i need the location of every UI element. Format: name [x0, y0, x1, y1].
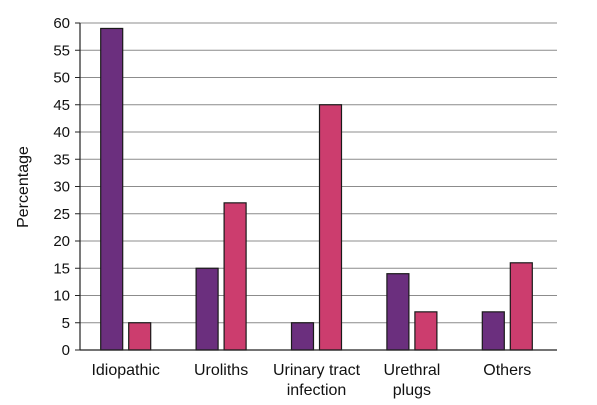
x-category-label: Uroliths [194, 362, 248, 379]
bar-series-2-0 [128, 322, 152, 351]
x-category-labels: Idiopathic Uroliths Urinary tract infection… [91, 362, 531, 399]
y-tick-label: 10 [53, 288, 70, 305]
x-category-label-line: Urinary tract [273, 362, 361, 379]
y-tick-label: 0 [62, 342, 70, 359]
y-tick-label: 40 [53, 124, 70, 141]
y-tick-label: 25 [53, 206, 70, 223]
x-category-label-line: infection [287, 382, 347, 399]
bar-series-1-0 [100, 27, 124, 351]
bar-series-2-4 [509, 262, 533, 351]
y-tick-label: 55 [53, 42, 70, 59]
x-category-label-line: Idiopathic [91, 362, 160, 379]
y-axis-title: Percentage [15, 146, 32, 228]
x-category-label: Idiopathic [91, 362, 160, 379]
bar-series-1-2 [290, 322, 315, 351]
y-tick-label: 20 [53, 233, 70, 250]
bar-series-2-3 [414, 311, 438, 351]
x-category-label: Urethral plugs [383, 362, 440, 399]
y-tick-label: 50 [53, 70, 70, 87]
x-category-label: Others [483, 362, 531, 379]
y-tick-label: 60 [53, 15, 70, 32]
x-category-label-line: Uroliths [194, 362, 248, 379]
x-category-label: Urinary tract infection [273, 362, 361, 399]
bars [100, 27, 533, 351]
x-category-label-line: plugs [393, 382, 431, 399]
y-tick-label: 30 [53, 179, 70, 196]
gridlines [80, 22, 557, 324]
bar-series-1-1 [195, 267, 219, 351]
bar-series-2-2 [318, 104, 343, 351]
bar-series-1-4 [481, 311, 505, 351]
x-category-label-line: Others [483, 362, 531, 379]
y-tick-label: 5 [62, 315, 70, 332]
bar-series-1-3 [386, 273, 410, 351]
y-tick-label: 45 [53, 97, 70, 114]
axes [75, 22, 557, 351]
y-tick-label: 35 [53, 151, 70, 168]
x-category-label-line: Urethral [383, 362, 440, 379]
y-tick-label: 15 [53, 260, 70, 277]
y-tick-labels: 0 5 10 15 20 25 30 35 40 45 50 55 60 [53, 15, 70, 359]
bar-series-2-1 [223, 202, 247, 351]
